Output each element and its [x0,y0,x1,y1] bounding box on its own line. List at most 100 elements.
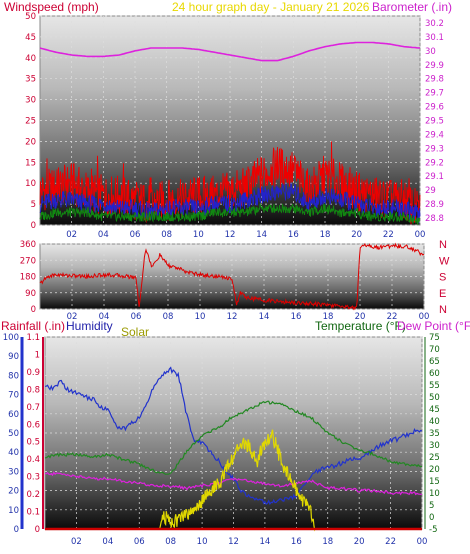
temp-y-tick: 70 [429,345,440,355]
humidity-y-tick: 70 [8,391,19,401]
humidity-y-tick: 60 [8,410,19,420]
baro-y-tick: 29.8 [425,75,444,85]
wind-header: Windspeed (mph) [4,0,99,14]
wind-x-tick: 00 [415,230,426,240]
temp-y-tick: 20 [429,465,440,475]
wind-y-tick: 20 [25,137,36,147]
wind-x-tick: 20 [351,230,362,240]
wind-y-tick: 10 [25,179,36,189]
climate-x-tick: 06 [134,537,145,547]
barometer-line [39,41,421,62]
temp-y-tick: 15 [429,477,440,487]
rain-y-tick: 0.9 [26,368,40,378]
dir-x-tick: 22 [387,312,398,322]
temp-y-tick: 75 [429,333,440,343]
baro-y-tick: 29.4 [425,130,444,140]
baro-y-tick: 29.7 [425,89,444,99]
rain-y-tick: 0.3 [26,473,40,483]
temp-y-tick: 55 [429,381,440,391]
wind-y-tick: 15 [25,158,36,168]
baro-y-tick: 29.1 [425,172,444,182]
baro-y-tick: 29.3 [425,144,444,154]
dir-y-tick: 360 [20,240,36,250]
wind-y-tick: 5 [31,200,36,210]
dir-x-tick: 08 [163,312,174,322]
humidity-y-tick: 20 [8,487,19,497]
climate-x-tick: 08 [165,537,176,547]
baro-y-tick: 28.8 [425,214,444,224]
temp-y-tick: 60 [429,369,440,379]
rain-y-tick: 1.1 [26,333,40,343]
baro-y-tick: 30 [425,47,436,57]
baro-y-tick: 29.5 [425,117,444,127]
temp-y-tick: -5 [429,525,437,535]
baro-header: Barometer (.in) [372,0,452,14]
humidity-y-tick: 80 [8,371,19,381]
climate-x-tick: 14 [260,537,271,547]
temp-header: Temperature (°F) [315,319,406,333]
dir-x-tick: 18 [323,312,334,322]
compass-label: N [439,304,447,316]
temp-y-tick: 30 [429,441,440,451]
wind-baro-panel: 02 04 06 08 10 12 14 16 18 20 22 000510152025303540… [25,12,444,240]
dir-y-tick: 180 [20,273,36,283]
humidity-y-tick: 50 [8,429,19,439]
temp-y-tick: 40 [429,417,440,427]
climate-x-tick: 00 [417,537,428,547]
dewpoint-line [45,471,423,496]
dir-x-tick: 16 [291,312,302,322]
wind-x-tick: 02 [66,230,77,240]
temp-y-tick: 10 [429,489,440,499]
wind-x-tick: 10 [193,230,204,240]
temp-y-tick: 50 [429,393,440,403]
wind-y-tick: 40 [25,54,36,64]
wind-x-tick: 08 [161,230,172,240]
wind-speed-line [39,141,421,225]
wind-low-line [39,203,421,225]
dir-y-tick: 270 [20,256,36,266]
humidity-y-tick: 100 [3,333,19,343]
baro-y-tick: 29.2 [425,158,444,168]
wind-y-tick: 25 [25,117,36,127]
temperature-line [44,400,423,475]
temp-y-tick: 35 [429,429,440,439]
rain-y-tick: 0.7 [26,403,40,413]
wind-y-tick: 30 [25,96,36,106]
temp-y-tick: 0 [429,513,434,523]
rain-y-tick: 1 [35,350,40,360]
wind-x-tick: 22 [383,230,394,240]
wind-y-tick: 35 [25,75,36,85]
rain-y-tick: 0.5 [26,438,40,448]
dir-x-tick: 00 [419,312,430,322]
compass-label: W [439,255,450,267]
dir-y-tick: 90 [25,289,36,299]
dew-header: Dew Point (°F) [397,319,470,333]
rain-y-tick: 0 [35,525,40,535]
wind-x-tick: 06 [130,230,141,240]
climate-x-tick: 20 [354,537,365,547]
temp-y-tick: 5 [429,501,434,511]
dir-x-tick: 10 [195,312,206,322]
baro-y-tick: 29 [425,186,436,196]
dir-x-tick: 06 [131,312,142,322]
dir-x-tick: 20 [355,312,366,322]
baro-y-tick: 29.9 [425,61,444,71]
compass-label: E [439,288,446,300]
humidity-y-tick: 10 [8,506,19,516]
rain-y-tick: 0.6 [26,420,40,430]
baro-y-tick: 30.1 [425,33,444,43]
climate-x-tick: 16 [291,537,302,547]
rain-y-tick: 0.2 [26,490,40,500]
wind-y-tick: 50 [25,12,36,22]
rain-header: Rainfall (.in) [1,319,65,333]
climate-x-tick: 18 [322,537,333,547]
rain-y-tick: 0.1 [26,508,40,518]
temp-y-tick: 65 [429,357,440,367]
dir-x-tick: 14 [259,312,270,322]
wind-x-tick: 04 [98,230,109,240]
climate-x-tick: 22 [385,537,396,547]
baro-y-tick: 30.2 [425,19,444,29]
compass-label: S [439,272,446,284]
